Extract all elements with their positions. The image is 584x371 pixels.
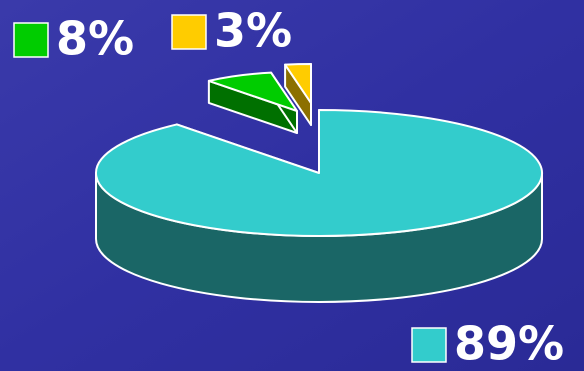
slice-face — [284, 62, 312, 104]
legend-key — [411, 327, 447, 363]
pie-slice — [284, 62, 312, 126]
value-label: 89% — [454, 317, 564, 371]
legend-key — [13, 22, 49, 58]
pie-slice — [207, 71, 298, 134]
slice-face — [207, 71, 298, 112]
pie-slice — [95, 109, 543, 303]
value-label: 3% — [214, 4, 292, 58]
value-label: 8% — [56, 12, 134, 66]
legend-key — [171, 14, 207, 50]
slice-face — [95, 109, 543, 237]
